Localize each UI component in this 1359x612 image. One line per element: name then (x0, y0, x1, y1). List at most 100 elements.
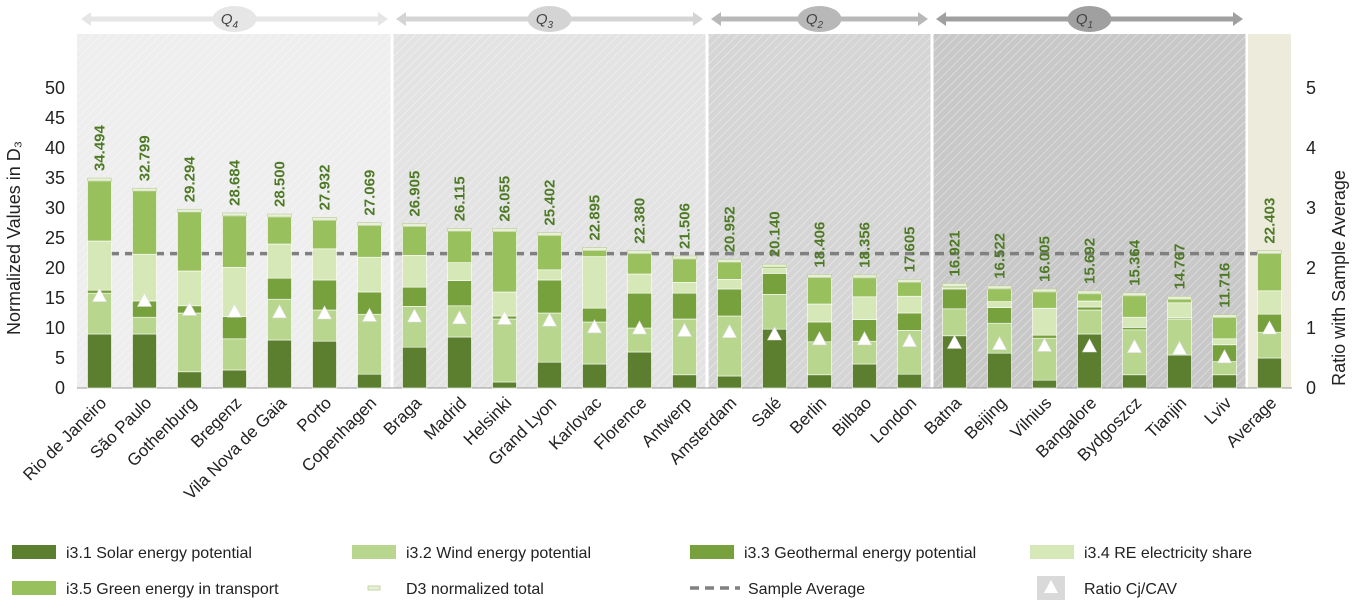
total-cap (1167, 296, 1192, 300)
total-label: 34.494 (92, 124, 109, 171)
total-cap (1212, 314, 1237, 319)
bar-segment (537, 235, 562, 271)
bar-segment (1077, 293, 1102, 302)
legend-swatch (1030, 545, 1074, 559)
legend-label: i3.2 Wind energy potential (406, 545, 591, 562)
bar-segment (1032, 291, 1057, 309)
bar-segment (1032, 307, 1057, 336)
bar-segment (1257, 357, 1282, 389)
total-label: 14.767 (1172, 244, 1189, 290)
category-label: Braga (380, 393, 426, 439)
total-cap (1077, 290, 1102, 295)
bar-segment (987, 301, 1012, 308)
bar-segment (1032, 379, 1057, 389)
bar-segment (1077, 306, 1102, 311)
total-cap (717, 258, 742, 263)
bar-segment (447, 336, 472, 389)
bar-segment (672, 374, 697, 389)
legend-swatch (12, 581, 56, 595)
y2-axis-title: Ratio with Sample Average (1329, 170, 1349, 386)
total-cap (627, 250, 652, 255)
y-tick-label: 15 (45, 288, 65, 308)
total-label: 15.364 (1127, 239, 1144, 286)
ratio-marker (226, 303, 243, 318)
quartile-arrow-head (918, 12, 928, 26)
bar-segment (627, 253, 652, 275)
total-cap (357, 222, 382, 226)
ratio-marker (631, 320, 648, 335)
bar-segment (357, 313, 382, 375)
ratio-marker (586, 319, 603, 334)
bar-segment (1077, 309, 1102, 335)
legend-label: i3.3 Geothermal energy potential (744, 545, 976, 562)
ratio-marker (676, 322, 693, 337)
quartile-badge (1067, 6, 1112, 32)
legend-swatch (352, 545, 396, 559)
y2-tick-label: 5 (1306, 78, 1316, 98)
bar-segment (672, 282, 697, 294)
bar-segment (1257, 253, 1282, 292)
total-label: 20.952 (722, 206, 739, 252)
bar-segment (222, 215, 247, 268)
y2-tick-label: 1 (1306, 318, 1316, 338)
bar-segment (447, 280, 472, 307)
legend-label: i3.1 Solar energy potential (66, 545, 252, 562)
y2-tick-label: 3 (1306, 198, 1316, 218)
ratio-marker (766, 326, 783, 341)
bar-segment (402, 286, 427, 307)
bar-segment (1257, 331, 1282, 359)
total-cap (1032, 288, 1057, 293)
total-cap (222, 212, 247, 217)
bar-segment (312, 340, 337, 389)
bar-segment (87, 333, 112, 389)
total-label: 22.895 (587, 195, 604, 241)
total-label: 18.356 (857, 222, 874, 268)
bar-segment (897, 282, 922, 297)
bar-segment (357, 225, 382, 258)
bar-segment (627, 273, 652, 294)
bar-segment (582, 363, 607, 389)
bar-segment (852, 296, 877, 320)
bar-segment (807, 341, 832, 376)
bar-segment (897, 295, 922, 314)
quartile-badge (797, 6, 842, 32)
category-label: Tianjin (1142, 393, 1190, 441)
bar-segment (267, 216, 292, 245)
legend-label: Sample Average (748, 581, 865, 598)
ratio-marker (271, 304, 288, 319)
total-cap (852, 274, 877, 279)
bar-segment (672, 292, 697, 320)
bar-segment (447, 262, 472, 281)
ratio-marker (946, 334, 963, 349)
ratio-marker (1126, 338, 1143, 353)
total-cap (537, 232, 562, 236)
bar-segment (1212, 374, 1237, 389)
ratio-marker (451, 310, 468, 325)
quartile-arrow-head (378, 12, 388, 26)
bar-segment (897, 312, 922, 331)
bar-segment (717, 288, 742, 317)
ratio-marker (721, 323, 738, 338)
total-cap (1122, 292, 1147, 297)
ratio-marker (1171, 340, 1188, 355)
legend-label: i3.4 RE electricity share (1084, 545, 1252, 562)
bar-segment (492, 231, 517, 293)
ratio-marker (316, 305, 333, 320)
bar-segment (1167, 354, 1192, 389)
bar-segment (537, 269, 562, 281)
y-tick-label: 0 (55, 378, 65, 398)
bar-segment (222, 338, 247, 371)
bar-segment (807, 277, 832, 305)
total-label: 27.069 (362, 170, 379, 216)
ratio-marker (811, 331, 828, 346)
category-label: Berlin (786, 393, 830, 437)
y-tick-label: 50 (45, 78, 65, 98)
total-label: 21.506 (677, 203, 694, 249)
bar-segment (132, 190, 157, 255)
bar-segment (1122, 316, 1147, 328)
bar-segment (312, 220, 337, 250)
ratio-marker (901, 332, 918, 347)
ratio-marker (1036, 337, 1053, 352)
bar-segment (222, 316, 247, 340)
